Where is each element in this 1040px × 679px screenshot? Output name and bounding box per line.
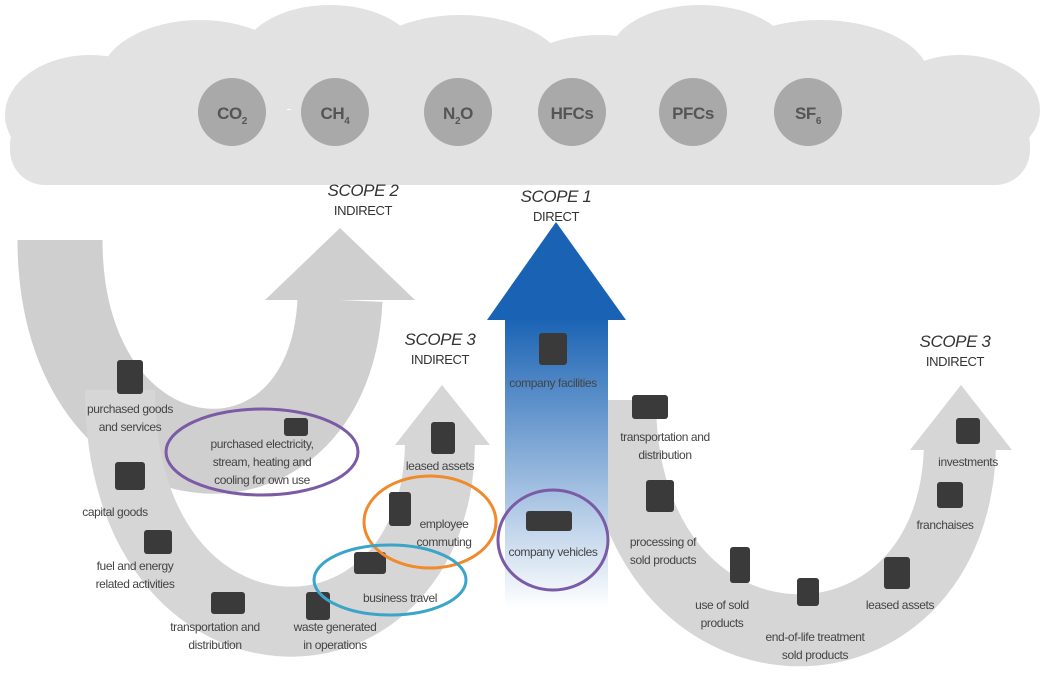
item-icon: [389, 492, 411, 526]
item-label: employee: [420, 517, 470, 531]
arrow-heads: [265, 228, 1012, 450]
item-label: investments: [938, 455, 998, 469]
gas-subscript: 2: [242, 116, 248, 127]
gas-label: CO2: [217, 104, 248, 127]
gas-circle: [659, 78, 727, 146]
item-label: cooling for own use: [214, 473, 311, 487]
item-icon: [115, 462, 145, 490]
icons: [115, 78, 980, 620]
item-label: stream, heating and: [213, 455, 311, 469]
item-icon: [632, 395, 668, 419]
item-icon: [526, 511, 572, 531]
gas-tail: O: [460, 104, 473, 123]
item-label: distribution: [188, 638, 241, 652]
item-label: distribution: [638, 448, 691, 462]
item-icon: [884, 557, 910, 589]
item-icon: [354, 552, 386, 574]
item-label: company vehicles: [509, 545, 598, 559]
gas-text: HFCs: [551, 104, 594, 123]
gas-circle: [301, 78, 369, 146]
item-icon: [144, 530, 172, 554]
scope-title: SCOPE 2: [328, 181, 400, 200]
gas-label: N2O: [443, 104, 473, 127]
item-label: sold products: [630, 553, 697, 567]
item-icon: [646, 480, 674, 512]
scope-title: SCOPE 3: [920, 332, 992, 351]
item-label: fuel and energy: [97, 559, 174, 573]
item-icon: [956, 418, 980, 444]
item-label: waste generated: [293, 620, 377, 634]
item-label: franchaises: [917, 518, 974, 532]
gas-label: HFCs: [551, 104, 594, 123]
item-label: related activities: [96, 577, 175, 591]
arrows: [17, 239, 996, 667]
item-label: use of sold: [695, 598, 749, 612]
gas-text: PFCs: [672, 104, 714, 123]
scope1-arrow: [487, 222, 626, 608]
scope-subtitle: INDIRECT: [926, 354, 985, 369]
item-label: processing of: [630, 535, 697, 549]
item-label: purchased goods: [87, 402, 173, 416]
scope-title: SCOPE 3: [405, 330, 477, 349]
gas-subscript: 4: [344, 116, 350, 127]
item-icon: [797, 578, 819, 606]
item-icon: [937, 482, 963, 508]
scope-title: SCOPE 1: [521, 187, 592, 206]
item-icon: [730, 547, 750, 583]
gas-label: PFCs: [672, 104, 714, 123]
item-label: company facilities: [509, 376, 597, 390]
item-label: products: [701, 616, 744, 630]
item-icon: [284, 418, 308, 436]
item-label: and services: [99, 420, 162, 434]
gas-text: CO: [217, 104, 242, 123]
item-icon: [117, 360, 143, 394]
item-icon: [211, 592, 245, 614]
item-label: leased assets: [406, 459, 475, 473]
item-icon: [306, 592, 330, 620]
item-label: sold products: [782, 648, 849, 662]
item-label: in operations: [303, 638, 367, 652]
gas-label: CH4: [321, 104, 351, 127]
item-label: business travel: [363, 591, 437, 605]
highlights: [164, 407, 610, 617]
item-icon: [431, 422, 455, 454]
item-label: transportation and: [170, 620, 260, 634]
item-label: purchased electricity,: [210, 437, 313, 451]
item-label: end-of-life treatment: [766, 630, 866, 644]
item-label: leased assets: [866, 598, 935, 612]
gas-circle: [774, 78, 842, 146]
gas-subscript: 2: [455, 116, 461, 127]
item-label: transportation and: [620, 430, 710, 444]
scope-subtitle: INDIRECT: [334, 203, 393, 218]
gas-circle: [424, 78, 492, 146]
gas-text: N: [443, 104, 455, 123]
gas-text: CH: [321, 104, 345, 123]
item-label: capital goods: [82, 505, 148, 519]
item-icon: [539, 333, 567, 365]
clouds: [5, 5, 1040, 185]
gas-label: SF6: [795, 104, 822, 127]
gas-text: SF: [795, 104, 816, 123]
item-label: commuting: [416, 535, 471, 549]
gas-subscript: 6: [816, 116, 822, 127]
scope-subtitle: INDIRECT: [411, 352, 470, 367]
scope-subtitle: DIRECT: [533, 209, 579, 224]
gas-circle: [198, 78, 266, 146]
gas-circle: [538, 78, 606, 146]
